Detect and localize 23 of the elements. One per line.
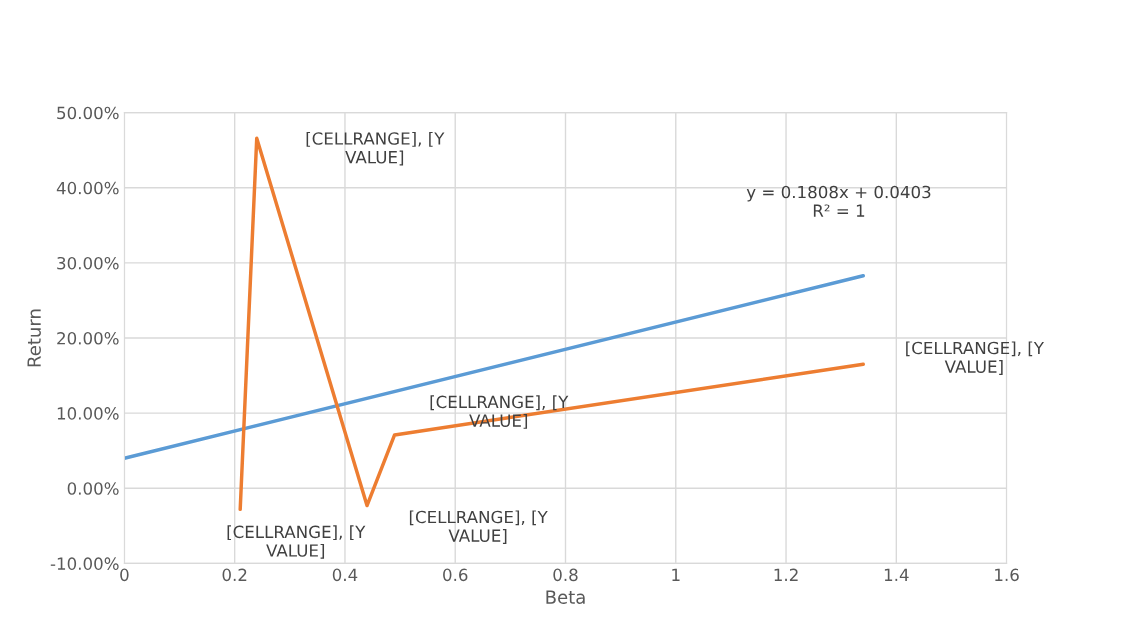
y-tick-label: 40.00% bbox=[56, 181, 119, 195]
x-tick-label: 1.2 bbox=[774, 568, 798, 581]
annotation: y = 0.1808x + 0.0403 R² = 1 bbox=[746, 185, 931, 217]
x-axis-title: Beta bbox=[546, 590, 585, 604]
y-tick-label: 30.00% bbox=[57, 256, 119, 270]
x-tick-label: 1.4 bbox=[884, 568, 909, 581]
x-tick-label: 0 bbox=[120, 568, 129, 582]
annotation: [CELLRANGE], [Y VALUE] bbox=[409, 510, 548, 544]
y-tick-label: 20.00% bbox=[57, 332, 119, 345]
annotation: [CELLRANGE], [Y VALUE] bbox=[227, 525, 366, 559]
y-axis-title: Return bbox=[27, 309, 41, 367]
x-tick-label: 1 bbox=[672, 568, 680, 581]
x-tick-label: 0.4 bbox=[332, 568, 358, 582]
y-tick-label: 0.00% bbox=[67, 482, 119, 495]
x-tick-label: 0.2 bbox=[222, 568, 247, 582]
x-tick-label: 0.8 bbox=[553, 568, 578, 582]
y-tick-label: 10.00% bbox=[57, 407, 119, 420]
x-tick-label: 1.6 bbox=[995, 568, 1019, 582]
annotation: [CELLRANGE], [Y VALUE] bbox=[306, 131, 445, 166]
y-tick-label: 50.00% bbox=[57, 106, 119, 120]
y-tick-label: -10.00% bbox=[50, 557, 119, 570]
x-tick-label: 0.6 bbox=[443, 568, 468, 582]
annotation: [CELLRANGE], [Y VALUE] bbox=[906, 341, 1044, 375]
